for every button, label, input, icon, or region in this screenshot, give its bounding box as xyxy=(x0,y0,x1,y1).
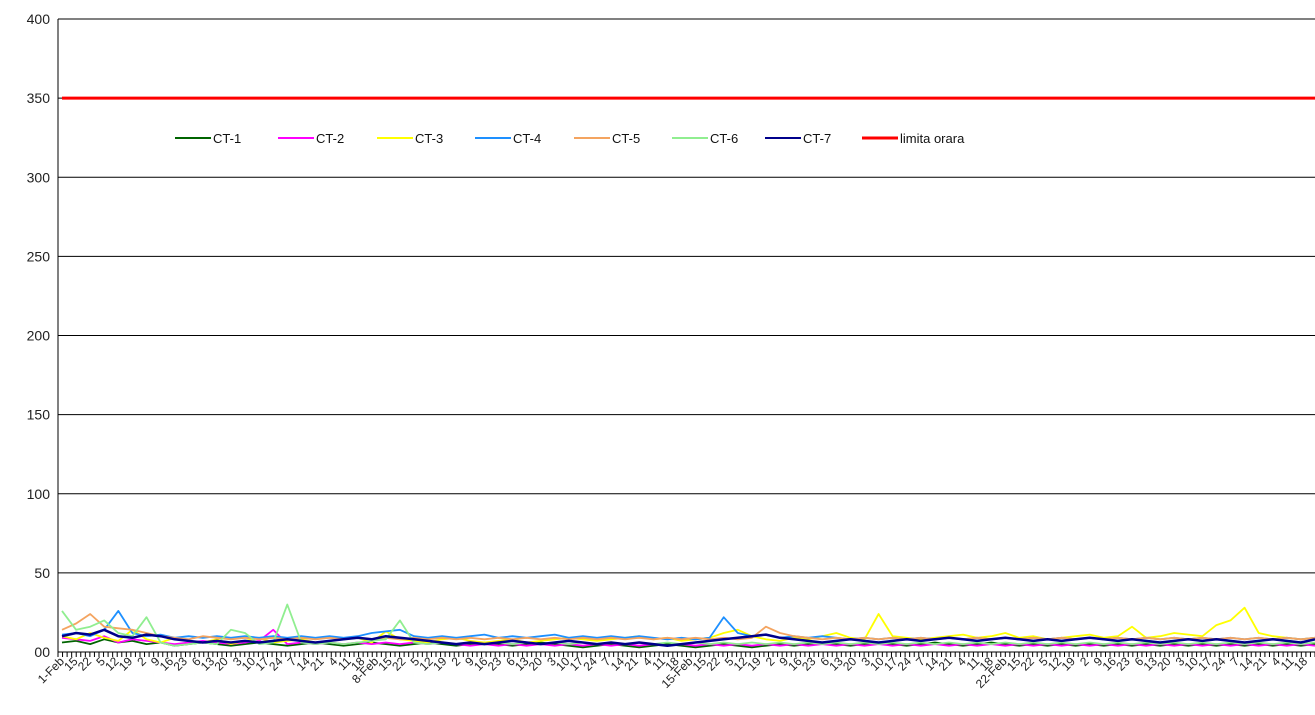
legend-label: CT-1 xyxy=(213,131,241,146)
legend: CT-1 CT-2 CT-3 CT-4 CT-5 CT-6 CT-7 limita orara xyxy=(175,131,965,146)
x-tick-label: 20 xyxy=(212,654,232,674)
legend-label: CT-2 xyxy=(316,131,344,146)
y-tick-label: 400 xyxy=(27,11,51,27)
series-line-ct-4 xyxy=(61,610,1315,641)
x-tick-label: 23 xyxy=(799,654,819,674)
x-tick-label: 20 xyxy=(1154,654,1174,674)
x-tick-label: 19 xyxy=(116,654,136,674)
x-tick-label: 2 xyxy=(763,654,778,669)
x-tick-label: 22 xyxy=(389,654,409,674)
legend-label: CT-5 xyxy=(612,131,640,146)
y-tick-label: 150 xyxy=(27,407,51,423)
y-tick-label: 50 xyxy=(34,565,50,581)
legend-label: CT-7 xyxy=(803,131,831,146)
x-tick-label: 23 xyxy=(1113,654,1133,674)
gridlines xyxy=(58,18,1315,574)
y-tick-label: 350 xyxy=(27,90,51,106)
x-tick-label: 23 xyxy=(171,654,191,674)
series-line-ct-7 xyxy=(61,628,1315,647)
legend-label: limita orara xyxy=(900,131,965,146)
legend-label: CT-6 xyxy=(710,131,738,146)
legend-label: CT-3 xyxy=(415,131,443,146)
x-tick-label: 22 xyxy=(703,654,723,674)
series-lines xyxy=(61,96,1315,649)
y-tick-label: 00 xyxy=(34,644,50,660)
x-tick-label: 21 xyxy=(1250,654,1270,674)
x-tick-label: 21 xyxy=(621,654,641,674)
x-tick-label: 24 xyxy=(895,654,915,674)
x-tick-label: 23 xyxy=(485,654,505,674)
x-tick-label: 2 xyxy=(134,654,149,669)
series-line-ct-5 xyxy=(61,613,1315,641)
x-tick-label: 24 xyxy=(1209,654,1229,674)
x-tick-label: 19 xyxy=(430,654,450,674)
x-tick-label: 20 xyxy=(840,654,860,674)
x-tick-label: 18 xyxy=(1291,654,1311,674)
x-tick-label: 22 xyxy=(1018,654,1038,674)
x-tick-label: 2 xyxy=(449,654,464,669)
series-line-ct-1 xyxy=(61,638,1315,649)
x-tick-label: 20 xyxy=(526,654,546,674)
y-tick-label: 100 xyxy=(27,486,51,502)
y-tick-label: 200 xyxy=(27,328,51,344)
x-tick-label: 2 xyxy=(1077,654,1092,669)
x-tick-label: 21 xyxy=(307,654,327,674)
y-tick-label: 300 xyxy=(27,169,51,185)
x-tick-label: 24 xyxy=(266,654,286,674)
y-tick-label: 250 xyxy=(27,248,51,264)
x-tick-label: 24 xyxy=(580,654,600,674)
x-tick-label: 21 xyxy=(936,654,956,674)
x-tick-label: 19 xyxy=(1059,654,1079,674)
x-tick-label: 19 xyxy=(744,654,764,674)
legend-label: CT-4 xyxy=(513,131,541,146)
x-tick-label: 22 xyxy=(75,654,95,674)
